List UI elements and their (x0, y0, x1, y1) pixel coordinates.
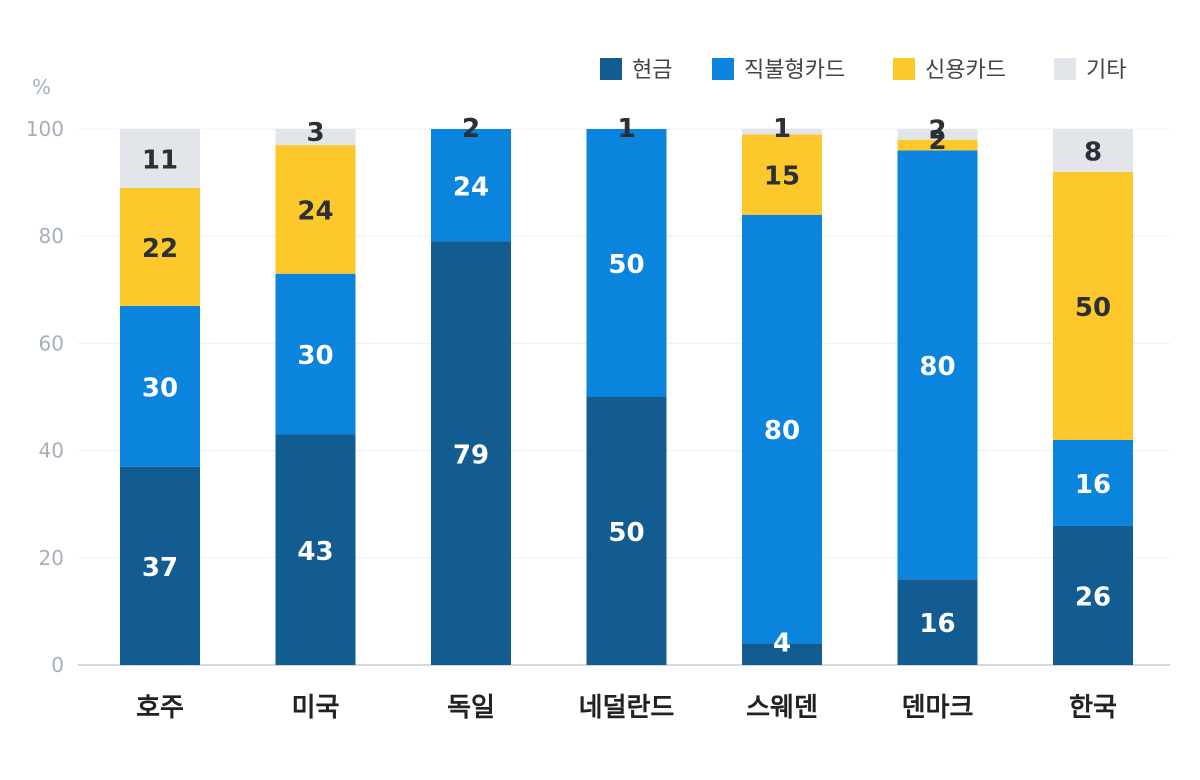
data-label: 2 (928, 115, 946, 145)
data-label: 16 (1075, 470, 1111, 500)
data-label: 1 (617, 114, 635, 144)
bar-segment (120, 466, 200, 665)
data-label: 24 (297, 196, 333, 226)
data-label: 4 (773, 629, 791, 659)
data-label: 11 (142, 145, 178, 175)
bar-segment (897, 150, 978, 580)
bar-segment (275, 145, 356, 274)
legend-label: 기타 (1086, 58, 1126, 83)
data-label: 16 (919, 609, 955, 639)
x-tick-label: 덴마크 (902, 693, 974, 723)
legend-swatch (600, 58, 622, 80)
data-label: 2 (462, 114, 480, 144)
x-tick-label: 네덜란드 (579, 693, 675, 723)
legend: 현금 직불형카드 신용카드 기타 (600, 58, 1126, 83)
bar-segment (742, 214, 822, 644)
data-label: 30 (142, 373, 178, 403)
data-label: 22 (142, 234, 178, 264)
y-tick-label: 100 (26, 117, 64, 141)
bar-segment (1053, 129, 1133, 172)
legend-label: 현금 (632, 58, 672, 83)
y-axis: % 0 20 40 60 80 100 (26, 75, 64, 677)
data-label: 37 (142, 553, 178, 583)
bar-segment (1053, 439, 1133, 526)
data-labels: 3730221143302437924225050114801511680222… (142, 114, 1111, 659)
bar-segment (1053, 171, 1133, 440)
y-tick-label: 80 (39, 224, 64, 248)
legend-swatch (893, 58, 915, 80)
bar-segment (1053, 525, 1133, 665)
data-label: 1 (773, 114, 791, 144)
bar-segment (586, 397, 667, 665)
x-tick-label: 독일 (447, 693, 495, 723)
x-axis: 호주 미국 독일 네덜란드 스웨덴 덴마크 한국 (136, 693, 1117, 723)
x-tick-label: 스웨덴 (746, 693, 818, 723)
bar-segment (275, 434, 356, 665)
y-tick-label: 0 (51, 653, 64, 677)
data-label: 15 (764, 162, 800, 192)
data-label: 26 (1075, 582, 1111, 612)
y-tick-label: 40 (39, 439, 64, 463)
data-label: 79 (453, 440, 489, 470)
bar-segment (275, 273, 356, 435)
data-label: 80 (764, 416, 800, 446)
data-label: 2 (928, 126, 946, 156)
y-axis-unit: % (32, 75, 51, 99)
data-label: 50 (608, 250, 644, 280)
data-label: 24 (453, 172, 489, 202)
y-tick-label: 60 (39, 331, 64, 355)
data-label: 1 (617, 114, 635, 144)
data-label: 3 (306, 118, 324, 148)
bar-segment (897, 129, 978, 140)
legend-swatch (1054, 58, 1076, 80)
x-tick-label: 미국 (292, 693, 340, 723)
bar-segment (120, 305, 200, 467)
data-label: 8 (1084, 137, 1102, 167)
bar-segment (742, 134, 822, 215)
bar-segment (742, 643, 822, 665)
bar-segment (431, 241, 511, 665)
bar-segment (897, 139, 978, 151)
data-label: 30 (297, 341, 333, 371)
bar-segment (275, 129, 356, 146)
data-label: 50 (608, 518, 644, 548)
bar-segment (120, 187, 200, 306)
data-label: 43 (297, 537, 333, 567)
bar-segment (897, 579, 978, 665)
bar-segment (120, 129, 200, 188)
x-tick-label: 호주 (136, 693, 184, 723)
bar-segment (586, 129, 667, 397)
legend-label: 직불형카드 (744, 58, 845, 83)
data-label: 80 (919, 352, 955, 382)
legend-label: 신용카드 (925, 58, 1006, 83)
bar-segment (742, 129, 822, 135)
y-tick-label: 20 (39, 546, 64, 570)
bar-segment (431, 129, 511, 242)
x-tick-label: 한국 (1069, 693, 1117, 723)
data-label: 2 (462, 114, 480, 144)
data-label: 50 (1075, 293, 1111, 323)
legend-swatch (712, 58, 734, 80)
bars (120, 129, 1133, 665)
